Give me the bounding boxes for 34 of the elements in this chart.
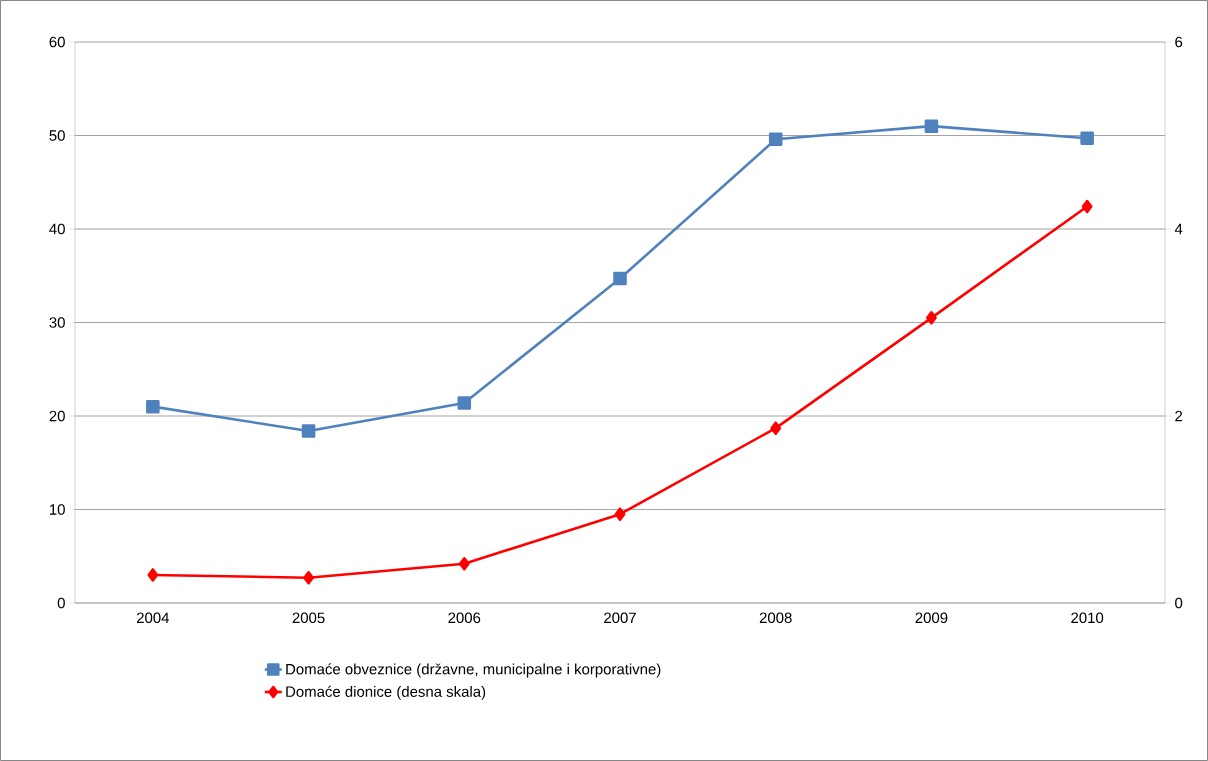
legend-label: Domaće obveznice (državne, municipalne i korporativne) [286,663,661,678]
y2-tick-label: 6 [1175,36,1183,48]
y-tick-label: 0 [57,597,65,609]
point [1081,199,1093,214]
x-tick-label: 2008 [759,612,792,624]
point [926,311,937,325]
point [613,271,627,286]
y2-tick-label: 2 [1175,410,1183,422]
y-tick-label: 10 [50,504,65,515]
x-tick-label: 2007 [604,612,636,624]
point [924,119,939,133]
point [768,132,783,147]
point [1080,131,1094,146]
point [303,570,314,585]
point [301,424,316,438]
x-tick-label: 2004 [136,612,170,624]
legend-label: Domaće dionice (desna skala) [286,685,486,700]
x-tick-label: 2005 [292,612,325,624]
y-tick-label: 30 [49,317,65,328]
y-tick-label: 50 [49,130,65,141]
y-tick-label: 40 [49,223,65,235]
x-tick-label: 2010 [1071,612,1104,624]
y-tick-label: 60 [49,36,65,48]
point [614,507,626,521]
x-tick-label: 2009 [915,612,948,624]
y2-tick-label: 4 [1174,223,1183,235]
point [457,396,472,410]
point [770,421,782,435]
x-tick-label: 2006 [448,612,481,624]
y-tick-label: 20 [49,410,65,422]
point [458,556,470,571]
y2-tick-label: 0 [1175,597,1183,609]
point [146,399,160,414]
point [147,568,159,582]
